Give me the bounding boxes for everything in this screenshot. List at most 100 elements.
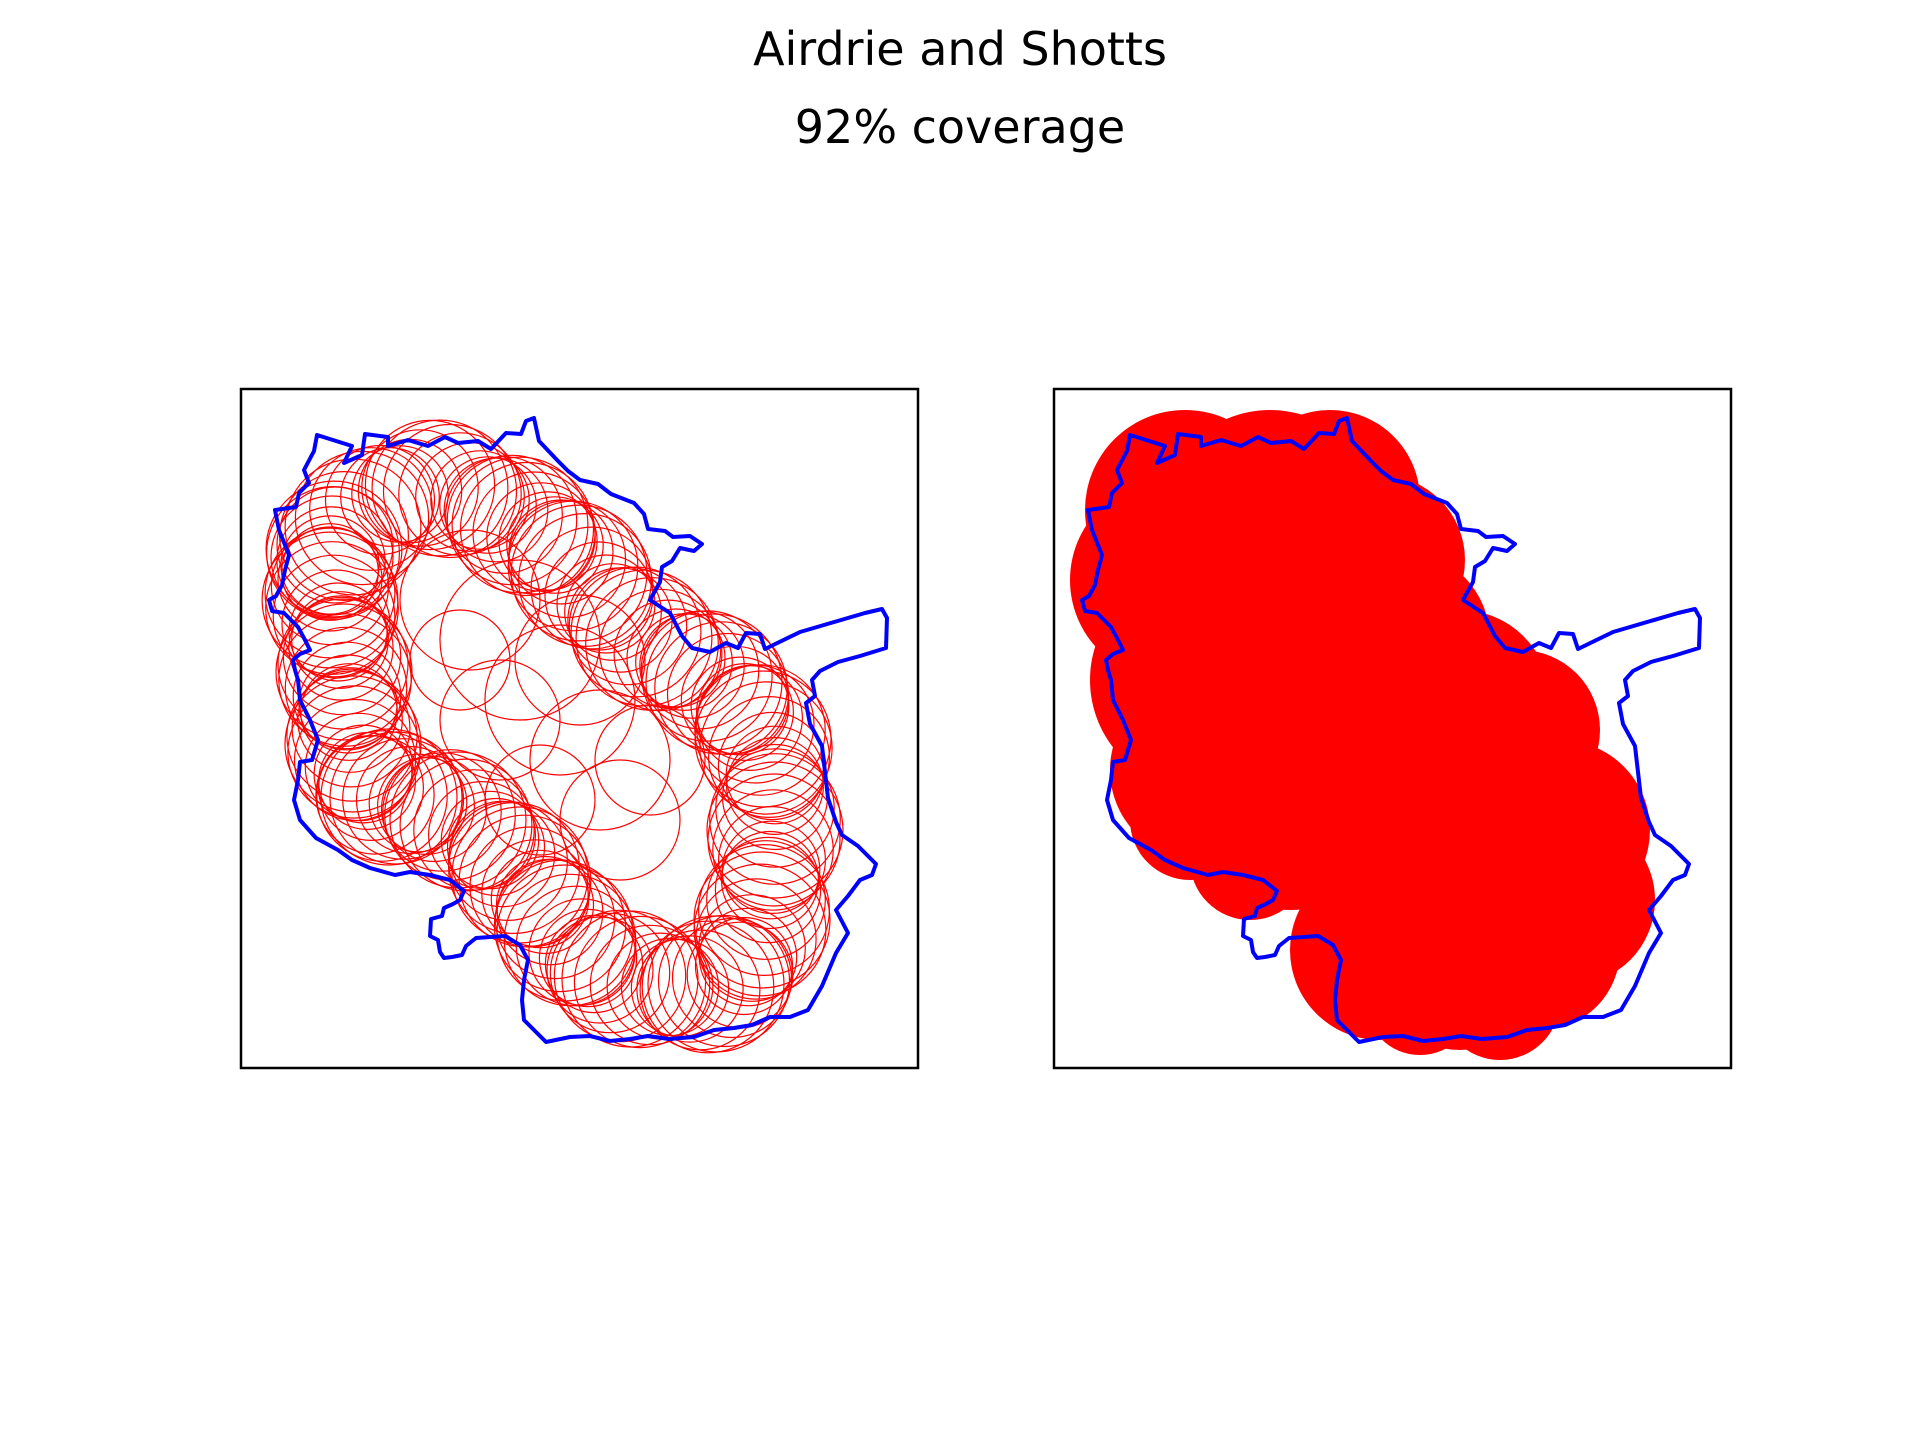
coverage-circles [261, 419, 844, 1054]
coverage-circle [309, 447, 433, 571]
coverage-circle [446, 797, 546, 897]
coverage-circle [261, 531, 399, 669]
coverage-circle [507, 500, 639, 632]
coverage-circle [503, 873, 637, 1007]
coverage-circle [495, 855, 595, 955]
coverage-circle [316, 730, 448, 862]
coverage-circle [361, 429, 479, 547]
coverage-circle [300, 663, 398, 761]
coverage-circle [720, 830, 820, 930]
coverage-circle [506, 496, 604, 594]
coverage-circle [284, 675, 422, 813]
coverage-circle [693, 863, 827, 997]
coverage-circle [282, 596, 402, 716]
coverage-circle [484, 744, 596, 856]
coverage-circle [694, 664, 826, 796]
left-panel-frame [239, 387, 920, 1070]
right-panel-frame [1052, 387, 1733, 1070]
coverage-circle [371, 419, 509, 557]
coverage-circle [459, 461, 595, 597]
coverage-circle [276, 486, 394, 604]
right-panel [1052, 387, 1733, 1070]
coverage-circle [439, 456, 537, 554]
coverage-circle [448, 800, 556, 908]
coverage-fill [1440, 940, 1560, 1060]
coverage-circle [398, 432, 522, 556]
coverage-circle [707, 695, 830, 818]
coverage-circle [671, 917, 793, 1039]
coverage-circle [510, 504, 648, 642]
coverage-circle [428, 780, 537, 889]
coverage-circle [709, 753, 841, 885]
figure-subtitle: 92% coverage [794, 100, 1126, 154]
coverage-circle [409, 609, 511, 711]
coverage-circle [318, 731, 417, 830]
coverage-circle [272, 554, 396, 678]
coverage-fill [1130, 760, 1250, 880]
coverage-circle [297, 667, 403, 773]
coverage-circle [546, 916, 654, 1024]
coverage-circle [626, 608, 726, 708]
coverage-circle [280, 515, 380, 615]
coverage-circle [399, 529, 541, 671]
coverage-circle [529, 689, 671, 831]
coverage-circle [630, 938, 730, 1038]
coverage-circle [698, 907, 798, 1007]
coverage-circle [549, 912, 671, 1034]
coverage-circle [342, 738, 464, 860]
coverage-circle [439, 559, 601, 721]
coverage-circle [277, 598, 409, 730]
coverage-circle [641, 920, 775, 1054]
left-panel [239, 387, 920, 1070]
coverage-circle [594, 704, 706, 816]
figure-title: Airdrie and Shotts [753, 22, 1167, 76]
coverage-circle [714, 836, 822, 944]
coverage-circle [276, 506, 386, 616]
coverage-circle [288, 582, 388, 682]
coverage-circle [517, 512, 652, 647]
coverage-circle [291, 668, 411, 788]
coverage-circle [636, 935, 744, 1043]
coverage-circle [291, 591, 389, 689]
coverage-circle [382, 423, 518, 559]
coverage-circle [706, 840, 826, 960]
coverage-union [1070, 410, 1655, 1060]
coverage-circle [265, 480, 403, 618]
coverage-circle [695, 878, 817, 1000]
coverage-circle [589, 924, 711, 1046]
coverage-circle [544, 541, 654, 651]
coverage-circle [399, 758, 533, 892]
coverage-circle [707, 773, 841, 907]
coverage-circle [544, 914, 644, 1014]
coverage-circle [559, 759, 681, 881]
coverage-circle [288, 595, 394, 701]
coverage-circle [657, 914, 791, 1048]
coverage-circle [564, 563, 662, 661]
coverage-circle [725, 736, 824, 835]
coverage-circle [484, 624, 636, 776]
coverage-circle [498, 491, 598, 591]
coverage-circle [458, 814, 592, 948]
coverage-circle [712, 789, 834, 911]
coverage-circle [439, 659, 561, 781]
coverage-circle [270, 495, 394, 619]
coverage-circle [717, 805, 826, 914]
coverage-circle [265, 541, 399, 675]
coverage-circle [573, 915, 707, 1049]
coverage-circle [699, 681, 833, 815]
coverage-circle [430, 450, 530, 550]
coverage-circle [293, 698, 417, 822]
coverage-circle [538, 908, 638, 1008]
coverage-circle [264, 527, 396, 659]
coverage-circle [706, 761, 844, 899]
coverage-circle [281, 569, 391, 679]
coverage-circle [275, 603, 413, 741]
coverage-circle [514, 594, 646, 726]
coverage-circle [270, 526, 390, 646]
coverage-circle [284, 626, 408, 750]
coverage-circle [315, 735, 435, 855]
coverage-circle [690, 656, 790, 756]
coverage-circle [445, 456, 563, 574]
coverage-circle [639, 929, 761, 1051]
